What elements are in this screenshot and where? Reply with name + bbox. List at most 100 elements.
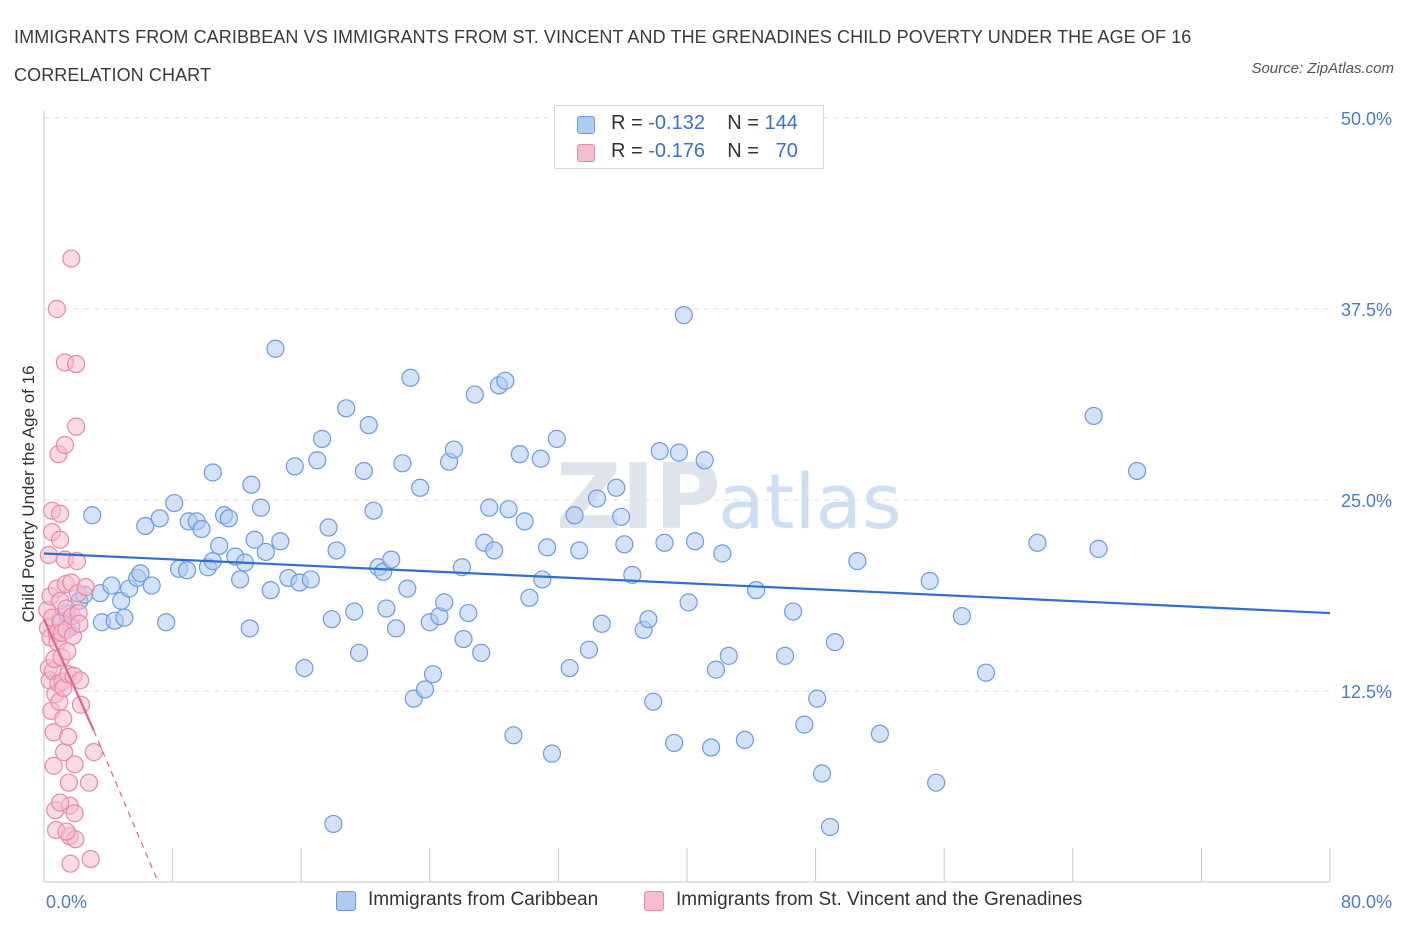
stats-legend: R = -0.132 N = 144 R = -0.176 N = 70 [554,105,824,169]
data-point [245,530,264,549]
data-point [520,588,539,607]
data-point [59,773,79,792]
data-point [504,726,523,745]
data-point [465,385,484,404]
data-point [444,440,464,459]
data-point [67,552,87,571]
data-point [79,773,99,792]
data-point [415,680,435,699]
data-point [150,509,169,528]
data-point [71,695,91,714]
data-point [165,493,184,513]
trend-line-caribbean [43,552,1331,615]
data-point [157,613,176,632]
data-point [685,532,705,551]
x-tick-label: 0.0% [46,892,87,912]
chart-title: IMMIGRANTS FROM CARIBBEAN VS IMMIGRANTS … [14,27,1192,85]
data-point [47,299,66,319]
series-caribbean-points [50,306,1147,837]
trend-lines [42,552,1331,883]
data-point [131,564,150,583]
data-point [623,565,642,584]
data-point [615,535,634,554]
data-point [542,744,562,763]
data-point [256,542,275,562]
data-point [531,449,550,468]
data-point [319,518,338,537]
legend-r-value: -0.132 [648,112,705,134]
data-point [210,536,229,555]
data-point [386,619,406,638]
data-point [607,478,626,497]
data-point [423,665,443,684]
data-point [401,368,420,387]
series-stvincent-points [38,249,103,873]
data-point [67,354,86,374]
data-point [65,755,84,774]
data-point [812,764,832,783]
data-point [411,478,430,497]
data-point [349,643,369,662]
data-point [825,633,844,652]
pink-swatch-icon [644,891,664,911]
data-point [261,581,280,600]
blue-swatch-icon [577,116,595,134]
data-point [322,610,341,629]
trend-line-stvincent [42,618,95,732]
data-point [324,814,343,834]
data-point [219,509,238,528]
tick-labels: 12.5% 25.0% 37.5% 50.0% 0.0% 80.0% [46,109,1392,912]
axes [43,110,1331,883]
data-point [301,570,320,589]
data-point [44,756,63,775]
data-point [50,504,70,523]
data-point [496,371,515,390]
y-tick-label: 25.0% [1341,491,1392,511]
data-point [674,306,693,325]
legend-label: Immigrants from St. Vincent and the Gren… [676,889,1083,910]
y-tick-label: 12.5% [1341,682,1392,702]
data-point [271,532,290,551]
data-point [747,581,766,600]
watermark-atlas: atlas [718,457,902,546]
y-axis-label: Child Poverty Under the Age of 16 [19,365,38,622]
data-point [565,506,584,525]
legend-r-label: R = [611,112,649,134]
data-point [560,658,579,678]
data-point [665,733,684,753]
data-point [533,570,552,589]
data-point [1127,461,1147,481]
data-point [354,461,373,481]
legend-n-value: 70 [775,140,798,162]
data-point [142,576,161,595]
data-point [538,538,557,557]
data-point [59,727,78,746]
data-point [364,501,383,520]
data-point [719,646,738,665]
data-point [459,603,478,623]
data-point [345,602,364,621]
data-point [55,435,74,455]
data-point [435,593,454,612]
data-point [499,500,518,519]
data-point [231,570,250,589]
data-point [382,550,401,569]
data-point [702,738,721,757]
data-point [644,692,663,711]
legend-r-label: R = [611,140,649,162]
data-point [337,399,356,418]
data-point [820,817,840,837]
data-point [295,658,314,678]
trend-extension-stvincent [93,730,159,883]
data-point [57,822,76,841]
data-point [454,629,473,649]
legend-r-value: -0.176 [648,140,705,162]
data-point [650,442,669,461]
data-point [240,619,259,638]
legend-label: Immigrants from Caribbean [368,889,599,910]
data-point [570,541,589,560]
data-point [592,614,611,633]
data-point [706,660,726,679]
data-point [327,541,346,560]
data-point [485,541,504,560]
